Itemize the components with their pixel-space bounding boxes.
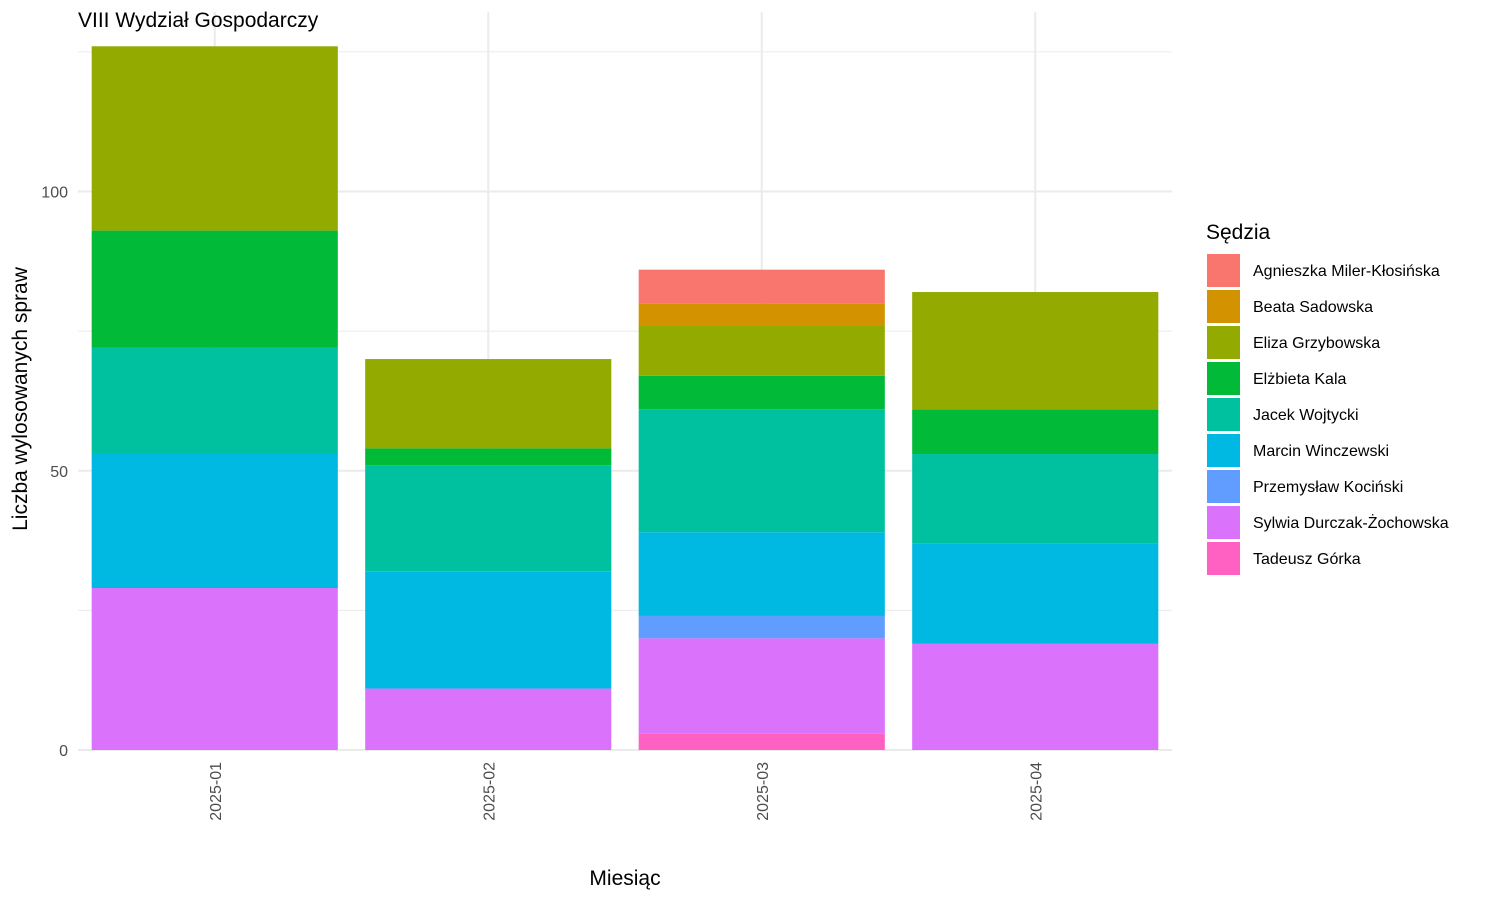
legend-key	[1207, 542, 1240, 575]
bar-segment	[365, 359, 612, 449]
bar-segment	[638, 532, 885, 616]
legend-key	[1207, 326, 1240, 359]
bar-segment	[91, 230, 338, 348]
legend-key	[1207, 470, 1240, 503]
chart-title: VIII Wydział Gospodarczy	[78, 9, 319, 32]
bar-segment	[912, 643, 1159, 750]
legend-label: Przemysław Kociński	[1253, 479, 1403, 496]
bars	[91, 46, 1159, 750]
legend-key	[1207, 434, 1240, 467]
bar-segment	[638, 375, 885, 410]
bar-segment	[912, 453, 1159, 544]
bar-segment	[91, 588, 338, 750]
bar-segment	[91, 347, 338, 454]
legend-key	[1207, 254, 1240, 287]
axes: VIII Wydział Gospodarczy Miesiąc Liczba …	[9, 9, 1045, 890]
bar-segment	[365, 571, 612, 689]
x-tick-label: 2025-04	[1028, 762, 1045, 821]
bar-segment	[638, 733, 885, 750]
legend-label: Agnieszka Miler-Kłosińska	[1253, 263, 1440, 280]
bar-segment	[638, 303, 885, 326]
bar-segment	[365, 688, 612, 750]
bar-segment	[912, 409, 1159, 454]
x-tick-label: 2025-03	[755, 762, 772, 821]
legend-label: Elżbieta Kala	[1253, 371, 1346, 388]
legend-title: Sędzia	[1206, 221, 1271, 244]
legend-label: Jacek Wojtycki	[1253, 407, 1359, 424]
bar-segment	[638, 409, 885, 533]
legend-label: Marcin Winczewski	[1253, 443, 1389, 460]
bar-segment	[638, 325, 885, 376]
bar-segment	[638, 615, 885, 639]
bar-segment	[365, 465, 612, 572]
legend-key	[1207, 398, 1240, 431]
legend-key	[1207, 362, 1240, 395]
y-tick-label: 0	[59, 743, 68, 760]
y-tick-label: 100	[41, 185, 68, 202]
bar-segment	[365, 448, 612, 466]
legend-key	[1207, 506, 1240, 539]
legend-label: Beata Sadowska	[1253, 299, 1373, 316]
bar-segment	[638, 638, 885, 734]
legend-key	[1207, 290, 1240, 323]
legend-label: Sylwia Durczak-Żochowska	[1253, 513, 1449, 532]
y-tick-label: 50	[50, 464, 68, 481]
x-tick-label: 2025-02	[481, 762, 498, 821]
x-axis-title: Miesiąc	[589, 867, 660, 890]
y-axis-title: Liczba wylosowanych spraw	[9, 266, 32, 531]
bar-segment	[91, 46, 338, 231]
bar-segment	[912, 292, 1159, 410]
bar-segment	[91, 453, 338, 589]
legend-label: Eliza Grzybowska	[1253, 335, 1380, 352]
bar-segment	[912, 543, 1159, 644]
legend-label: Tadeusz Górka	[1253, 551, 1361, 568]
x-tick-label: 2025-01	[208, 762, 225, 821]
bar-segment	[638, 269, 885, 304]
legend: Sędzia Agnieszka Miler-Kłosińska Beata Sa…	[1206, 221, 1449, 575]
